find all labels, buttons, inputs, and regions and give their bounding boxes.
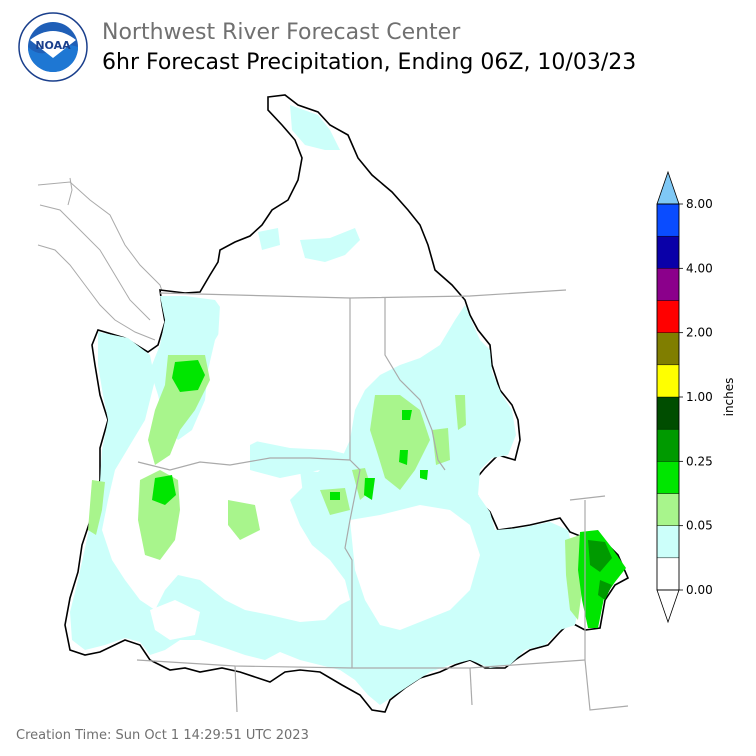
precip-heavy — [588, 540, 612, 600]
precip-none — [150, 300, 480, 640]
creation-time: Creation Time: Sun Oct 1 14:29:51 UTC 20… — [16, 728, 309, 743]
agency-title: Northwest River Forecast Center — [102, 20, 461, 45]
coastline — [37, 177, 166, 341]
state-borders — [136, 289, 629, 713]
noaa-logo-text: NOAA — [35, 39, 71, 52]
noaa-logo: NOAA — [18, 12, 88, 82]
product-title: 6hr Forecast Precipitation, Ending 06Z, … — [102, 50, 637, 75]
